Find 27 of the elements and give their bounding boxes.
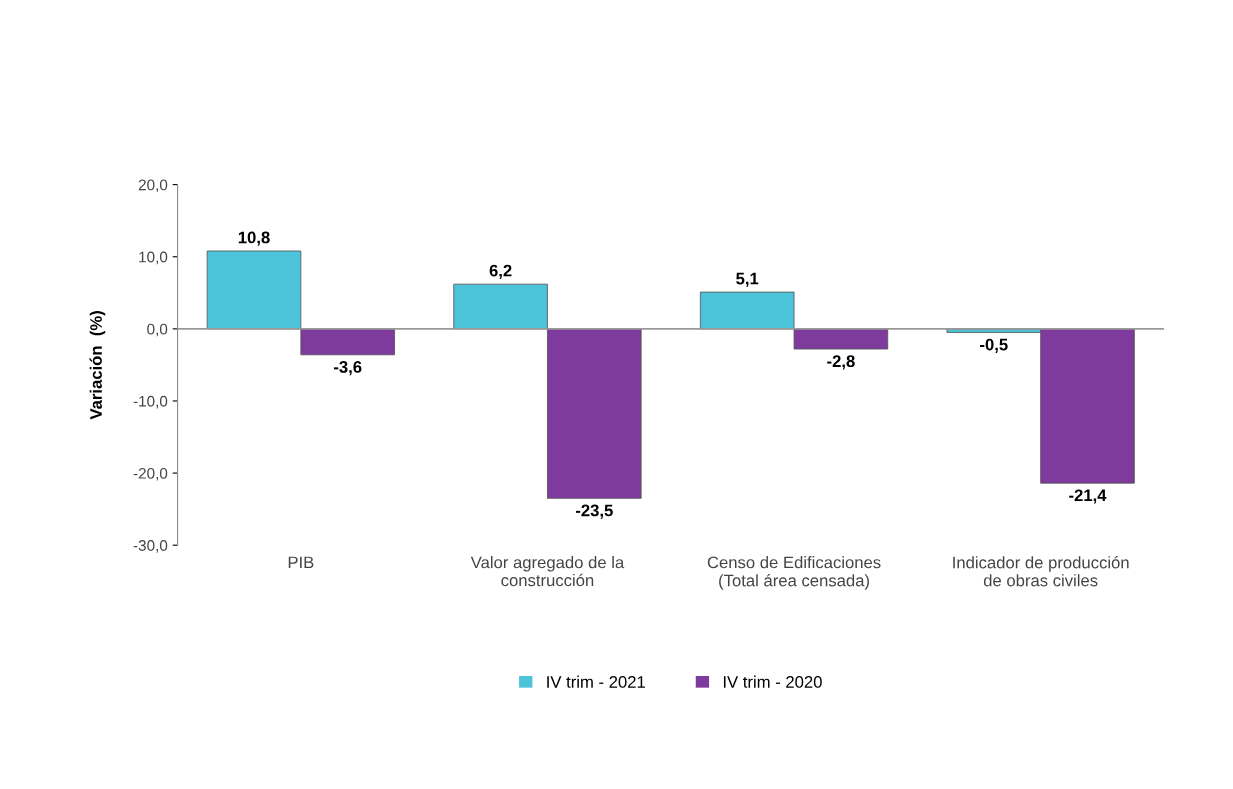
legend-label: IV trim - 2021	[547, 675, 645, 688]
data-label: -3,6	[334, 361, 362, 376]
data-label: -2,8	[827, 355, 855, 370]
y-axis-title: Variación (%)	[89, 311, 106, 420]
bar	[793, 328, 889, 350]
data-label: -23,5	[575, 504, 613, 519]
data-label: -0,5	[980, 338, 1008, 353]
y-tick-label: 0,0	[147, 323, 168, 337]
y-tick-label: 10,0	[139, 251, 168, 265]
bar	[547, 328, 642, 499]
x-tick-label: Censo de Edificaciones (Total área censada)	[707, 556, 881, 590]
y-tick-label: -30,0	[133, 540, 168, 553]
data-label: 5,1	[736, 272, 759, 287]
bar	[300, 328, 395, 356]
bar	[453, 283, 548, 330]
y-tick-label: 20,0	[138, 179, 168, 193]
y-tick-label: -10,0	[133, 395, 168, 409]
x-tick-label: Valor agregado de la construcción	[470, 556, 625, 587]
x-tick-label: PIB	[288, 556, 314, 569]
y-tick-label: -20,0	[133, 467, 168, 481]
data-label: 6,2	[489, 264, 512, 279]
data-label: -21,4	[1069, 489, 1107, 504]
legend-label: IV trim - 2020	[723, 675, 822, 688]
x-tick-label: Indicador de producción de obras civiles	[953, 556, 1129, 587]
data-label: 10,8	[238, 231, 270, 246]
bar	[699, 291, 795, 330]
bar	[206, 250, 302, 330]
